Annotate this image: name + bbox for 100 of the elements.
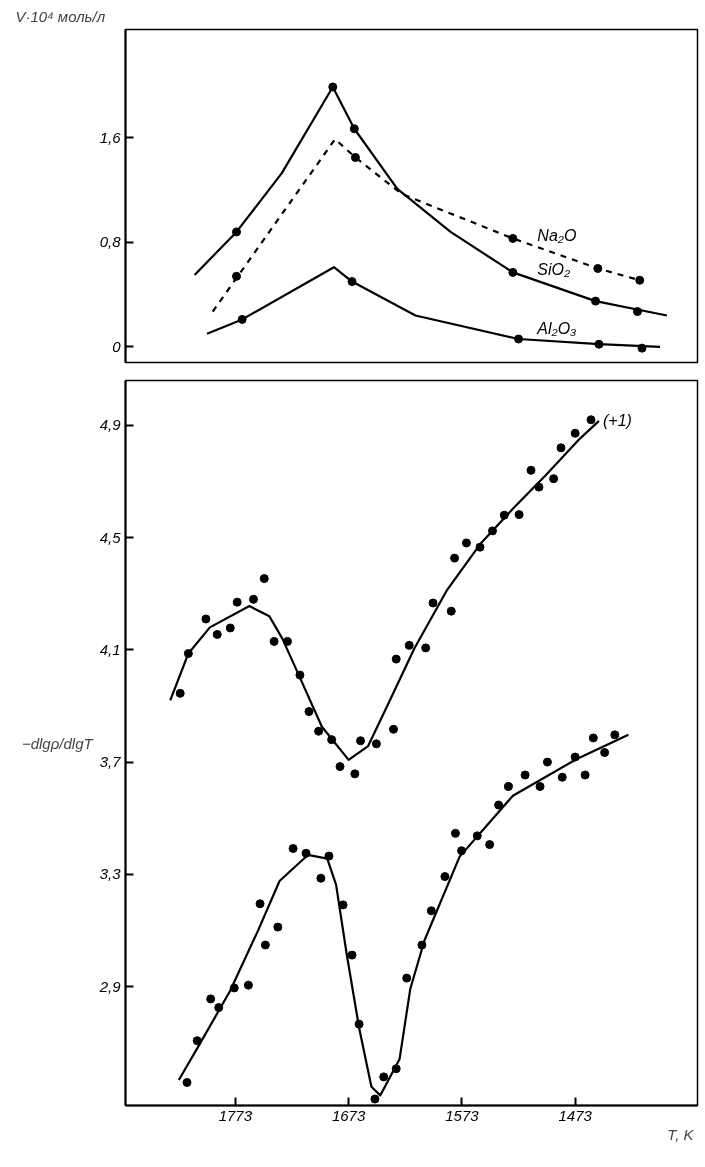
point (514, 510, 524, 520)
point (421, 643, 431, 653)
point (225, 623, 235, 633)
point (295, 670, 305, 680)
point (212, 629, 222, 639)
point (347, 950, 357, 960)
point (350, 152, 360, 162)
point (404, 640, 414, 650)
point (259, 574, 269, 584)
point (349, 124, 359, 134)
point (600, 748, 610, 758)
y-tick-label: 4,1 (99, 640, 121, 658)
y-tick-label: 4,5 (99, 528, 122, 546)
point (356, 736, 366, 746)
point (542, 757, 552, 767)
point (534, 482, 544, 492)
point (494, 800, 504, 810)
y-tick-label: 2,9 (98, 977, 122, 995)
point (237, 314, 247, 324)
series-label: Al₂O₃ (536, 320, 577, 338)
point (255, 899, 265, 909)
point (520, 770, 530, 780)
point (632, 307, 642, 317)
point (338, 900, 348, 910)
point (570, 752, 580, 762)
point (503, 782, 513, 791)
point (535, 782, 545, 791)
point (192, 1036, 202, 1046)
point (440, 872, 450, 882)
point (314, 726, 324, 736)
point (461, 538, 471, 548)
point (182, 1078, 192, 1087)
point (232, 227, 241, 237)
point (570, 428, 580, 438)
point (214, 1003, 224, 1013)
point (472, 831, 482, 841)
point (328, 82, 338, 92)
point (450, 828, 460, 838)
point (273, 922, 283, 932)
point (371, 739, 381, 749)
point (232, 597, 242, 607)
point (594, 339, 604, 349)
point (428, 598, 438, 608)
point (637, 343, 647, 353)
point (487, 526, 497, 536)
point (327, 735, 337, 745)
point (354, 1019, 364, 1029)
point (175, 688, 185, 698)
point (183, 649, 193, 658)
point (316, 873, 326, 883)
point (417, 940, 427, 950)
point (580, 770, 590, 780)
y-tick-label: 0 (112, 337, 122, 355)
point (450, 553, 460, 563)
y-axis-title: V·10⁴ моль/л (15, 7, 106, 25)
point (388, 724, 398, 734)
point (514, 334, 524, 344)
point (248, 594, 258, 604)
point (588, 733, 598, 743)
point (282, 636, 292, 646)
point (508, 267, 518, 277)
series-label: Na₂O (537, 227, 577, 245)
point (269, 636, 279, 646)
point (526, 465, 536, 475)
x-tick-label: 1473 (558, 1106, 593, 1124)
y-axis-title: −dlgρ/dlgT (21, 734, 95, 752)
point (304, 707, 314, 717)
point (201, 614, 211, 624)
x-tick-label: 1773 (218, 1106, 253, 1124)
point (499, 510, 509, 520)
y-tick-label: 4,9 (99, 416, 122, 434)
y-tick-label: 0,8 (99, 233, 122, 251)
line-series (169, 419, 601, 761)
y-tick-label: 3,3 (99, 865, 122, 883)
point (379, 1072, 389, 1082)
point (586, 415, 596, 425)
x-tick-label: 1573 (445, 1106, 480, 1124)
point (457, 846, 467, 856)
point (475, 542, 485, 552)
point (610, 730, 620, 740)
point (301, 848, 311, 858)
point (243, 980, 253, 990)
point (426, 906, 436, 916)
point (391, 654, 401, 664)
y-tick-label: 1,6 (99, 128, 122, 146)
point (335, 762, 345, 772)
point (260, 940, 270, 950)
point (350, 769, 360, 779)
point (593, 263, 603, 273)
point (446, 606, 456, 616)
point (232, 271, 241, 281)
point (556, 443, 566, 453)
point (485, 840, 495, 850)
x-tick-label: 1673 (331, 1106, 366, 1124)
point (591, 296, 601, 306)
y-tick-label: 3,7 (99, 753, 122, 771)
point (347, 277, 357, 287)
point (391, 1064, 401, 1074)
point (324, 851, 334, 861)
point (206, 994, 216, 1004)
